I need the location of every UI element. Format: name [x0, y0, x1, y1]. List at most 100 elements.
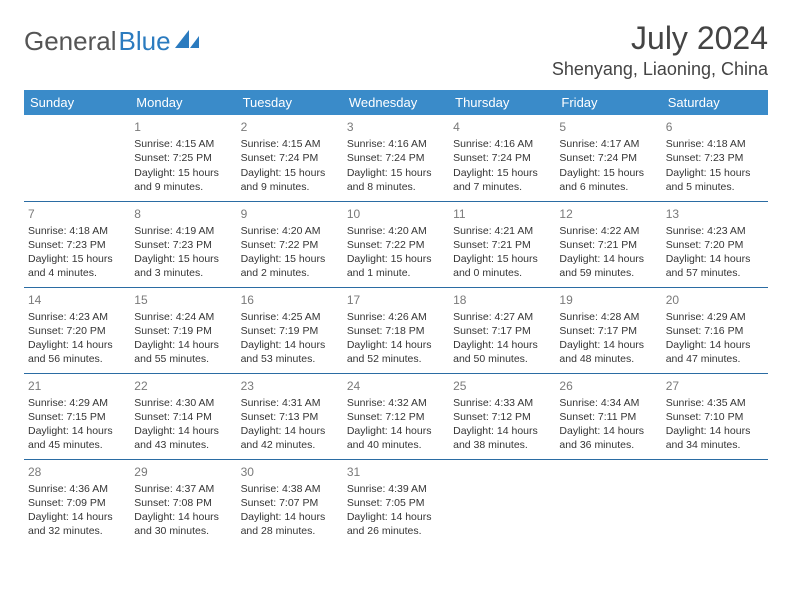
calendar-week-row: 28Sunrise: 4:36 AMSunset: 7:09 PMDayligh…	[24, 459, 768, 545]
sunrise-line: Sunrise: 4:15 AM	[241, 137, 339, 151]
calendar-week-row: 1Sunrise: 4:15 AMSunset: 7:25 PMDaylight…	[24, 115, 768, 201]
sunrise-line: Sunrise: 4:18 AM	[28, 224, 126, 238]
sunrise-line: Sunrise: 4:22 AM	[559, 224, 657, 238]
day-number: 21	[28, 378, 126, 394]
day-number: 18	[453, 292, 551, 308]
day-number: 7	[28, 206, 126, 222]
daylight-line: Daylight: 14 hours and 36 minutes.	[559, 424, 657, 452]
weekday-header: Friday	[555, 90, 661, 115]
day-number: 13	[666, 206, 764, 222]
day-number: 9	[241, 206, 339, 222]
calendar-header-row: SundayMondayTuesdayWednesdayThursdayFrid…	[24, 90, 768, 115]
weekday-header: Saturday	[662, 90, 768, 115]
calendar-day-cell: 27Sunrise: 4:35 AMSunset: 7:10 PMDayligh…	[662, 373, 768, 459]
daylight-line: Daylight: 14 hours and 45 minutes.	[28, 424, 126, 452]
calendar-day-cell: 19Sunrise: 4:28 AMSunset: 7:17 PMDayligh…	[555, 287, 661, 373]
sunset-line: Sunset: 7:23 PM	[666, 151, 764, 165]
sunrise-line: Sunrise: 4:25 AM	[241, 310, 339, 324]
sunrise-line: Sunrise: 4:15 AM	[134, 137, 232, 151]
daylight-line: Daylight: 14 hours and 48 minutes.	[559, 338, 657, 366]
daylight-line: Daylight: 15 hours and 5 minutes.	[666, 166, 764, 194]
calendar-day-cell: 3Sunrise: 4:16 AMSunset: 7:24 PMDaylight…	[343, 115, 449, 201]
calendar-day-cell: 8Sunrise: 4:19 AMSunset: 7:23 PMDaylight…	[130, 201, 236, 287]
sunset-line: Sunset: 7:13 PM	[241, 410, 339, 424]
location-label: Shenyang, Liaoning, China	[552, 59, 768, 80]
weekday-header: Thursday	[449, 90, 555, 115]
daylight-line: Daylight: 14 hours and 30 minutes.	[134, 510, 232, 538]
sunrise-line: Sunrise: 4:23 AM	[28, 310, 126, 324]
daylight-line: Daylight: 14 hours and 47 minutes.	[666, 338, 764, 366]
brand-part2: Blue	[119, 26, 171, 57]
daylight-line: Daylight: 14 hours and 28 minutes.	[241, 510, 339, 538]
calendar-day-cell: 15Sunrise: 4:24 AMSunset: 7:19 PMDayligh…	[130, 287, 236, 373]
sunset-line: Sunset: 7:20 PM	[666, 238, 764, 252]
sunrise-line: Sunrise: 4:23 AM	[666, 224, 764, 238]
sunset-line: Sunset: 7:23 PM	[28, 238, 126, 252]
calendar-day-cell: 12Sunrise: 4:22 AMSunset: 7:21 PMDayligh…	[555, 201, 661, 287]
calendar-day-cell: 22Sunrise: 4:30 AMSunset: 7:14 PMDayligh…	[130, 373, 236, 459]
sunrise-line: Sunrise: 4:32 AM	[347, 396, 445, 410]
daylight-line: Daylight: 15 hours and 2 minutes.	[241, 252, 339, 280]
weekday-header: Tuesday	[237, 90, 343, 115]
sunrise-line: Sunrise: 4:37 AM	[134, 482, 232, 496]
sunrise-line: Sunrise: 4:39 AM	[347, 482, 445, 496]
sunrise-line: Sunrise: 4:27 AM	[453, 310, 551, 324]
day-number: 28	[28, 464, 126, 480]
sunrise-line: Sunrise: 4:26 AM	[347, 310, 445, 324]
calendar-day-cell: 29Sunrise: 4:37 AMSunset: 7:08 PMDayligh…	[130, 459, 236, 545]
brand-part1: General	[24, 26, 117, 57]
calendar-day-cell: 13Sunrise: 4:23 AMSunset: 7:20 PMDayligh…	[662, 201, 768, 287]
calendar-day-cell: 21Sunrise: 4:29 AMSunset: 7:15 PMDayligh…	[24, 373, 130, 459]
sail-icon	[175, 30, 201, 50]
calendar-empty-cell	[662, 459, 768, 545]
daylight-line: Daylight: 15 hours and 7 minutes.	[453, 166, 551, 194]
sunset-line: Sunset: 7:14 PM	[134, 410, 232, 424]
calendar-day-cell: 5Sunrise: 4:17 AMSunset: 7:24 PMDaylight…	[555, 115, 661, 201]
title-block: July 2024 Shenyang, Liaoning, China	[552, 20, 768, 80]
day-number: 24	[347, 378, 445, 394]
daylight-line: Daylight: 14 hours and 42 minutes.	[241, 424, 339, 452]
calendar-day-cell: 16Sunrise: 4:25 AMSunset: 7:19 PMDayligh…	[237, 287, 343, 373]
day-number: 30	[241, 464, 339, 480]
calendar-day-cell: 10Sunrise: 4:20 AMSunset: 7:22 PMDayligh…	[343, 201, 449, 287]
calendar-week-row: 14Sunrise: 4:23 AMSunset: 7:20 PMDayligh…	[24, 287, 768, 373]
sunrise-line: Sunrise: 4:31 AM	[241, 396, 339, 410]
day-number: 5	[559, 119, 657, 135]
daylight-line: Daylight: 14 hours and 32 minutes.	[28, 510, 126, 538]
daylight-line: Daylight: 15 hours and 9 minutes.	[134, 166, 232, 194]
sunrise-line: Sunrise: 4:29 AM	[28, 396, 126, 410]
sunset-line: Sunset: 7:19 PM	[241, 324, 339, 338]
sunrise-line: Sunrise: 4:33 AM	[453, 396, 551, 410]
sunset-line: Sunset: 7:22 PM	[241, 238, 339, 252]
daylight-line: Daylight: 14 hours and 56 minutes.	[28, 338, 126, 366]
day-number: 1	[134, 119, 232, 135]
calendar-week-row: 7 Sunrise: 4:18 AMSunset: 7:23 PM Daylight…	[24, 201, 768, 287]
daylight-line: Daylight: 14 hours and 50 minutes.	[453, 338, 551, 366]
sunrise-line: Sunrise: 4:21 AM	[453, 224, 551, 238]
page-title: July 2024	[552, 20, 768, 57]
sunset-line: Sunset: 7:24 PM	[453, 151, 551, 165]
calendar-day-cell: 26Sunrise: 4:34 AMSunset: 7:11 PMDayligh…	[555, 373, 661, 459]
sunrise-line: Sunrise: 4:16 AM	[453, 137, 551, 151]
daylight-line: Daylight: 14 hours and 55 minutes.	[134, 338, 232, 366]
daylight-line: Daylight: 15 hours and 6 minutes.	[559, 166, 657, 194]
header: GeneralBlue July 2024 Shenyang, Liaoning…	[24, 20, 768, 80]
calendar-day-cell: 7Sunrise: 4:18 AMSunset: 7:23 PMDaylight…	[24, 201, 130, 287]
calendar-day-cell: 4Sunrise: 4:16 AMSunset: 7:24 PMDaylight…	[449, 115, 555, 201]
sunset-line: Sunset: 7:12 PM	[347, 410, 445, 424]
daylight-line: Daylight: 14 hours and 59 minutes.	[559, 252, 657, 280]
sunrise-line: Sunrise: 4:36 AM	[28, 482, 126, 496]
weekday-header: Monday	[130, 90, 236, 115]
sunrise-line: Sunrise: 4:29 AM	[666, 310, 764, 324]
daylight-line: Daylight: 15 hours and 3 minutes.	[134, 252, 232, 280]
calendar-day-cell: 30Sunrise: 4:38 AMSunset: 7:07 PMDayligh…	[237, 459, 343, 545]
sunset-line: Sunset: 7:07 PM	[241, 496, 339, 510]
day-number: 15	[134, 292, 232, 308]
sunset-line: Sunset: 7:09 PM	[28, 496, 126, 510]
day-number: 23	[241, 378, 339, 394]
day-number: 14	[28, 292, 126, 308]
calendar-table: SundayMondayTuesdayWednesdayThursdayFrid…	[24, 90, 768, 545]
day-number: 16	[241, 292, 339, 308]
sunset-line: Sunset: 7:25 PM	[134, 151, 232, 165]
daylight-line: Daylight: 14 hours and 43 minutes.	[134, 424, 232, 452]
